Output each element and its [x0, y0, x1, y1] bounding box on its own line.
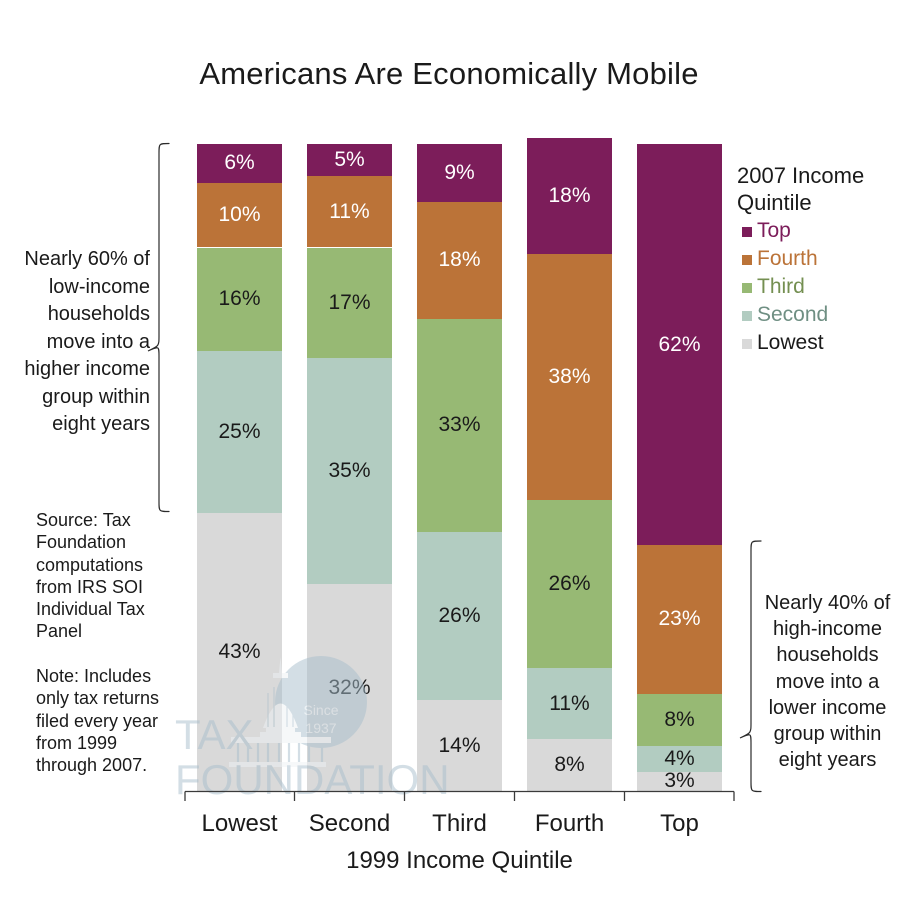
svg-text:FOUNDATION: FOUNDATION [175, 756, 450, 803]
svg-text:1937: 1937 [305, 720, 336, 736]
svg-text:Since: Since [303, 702, 338, 718]
